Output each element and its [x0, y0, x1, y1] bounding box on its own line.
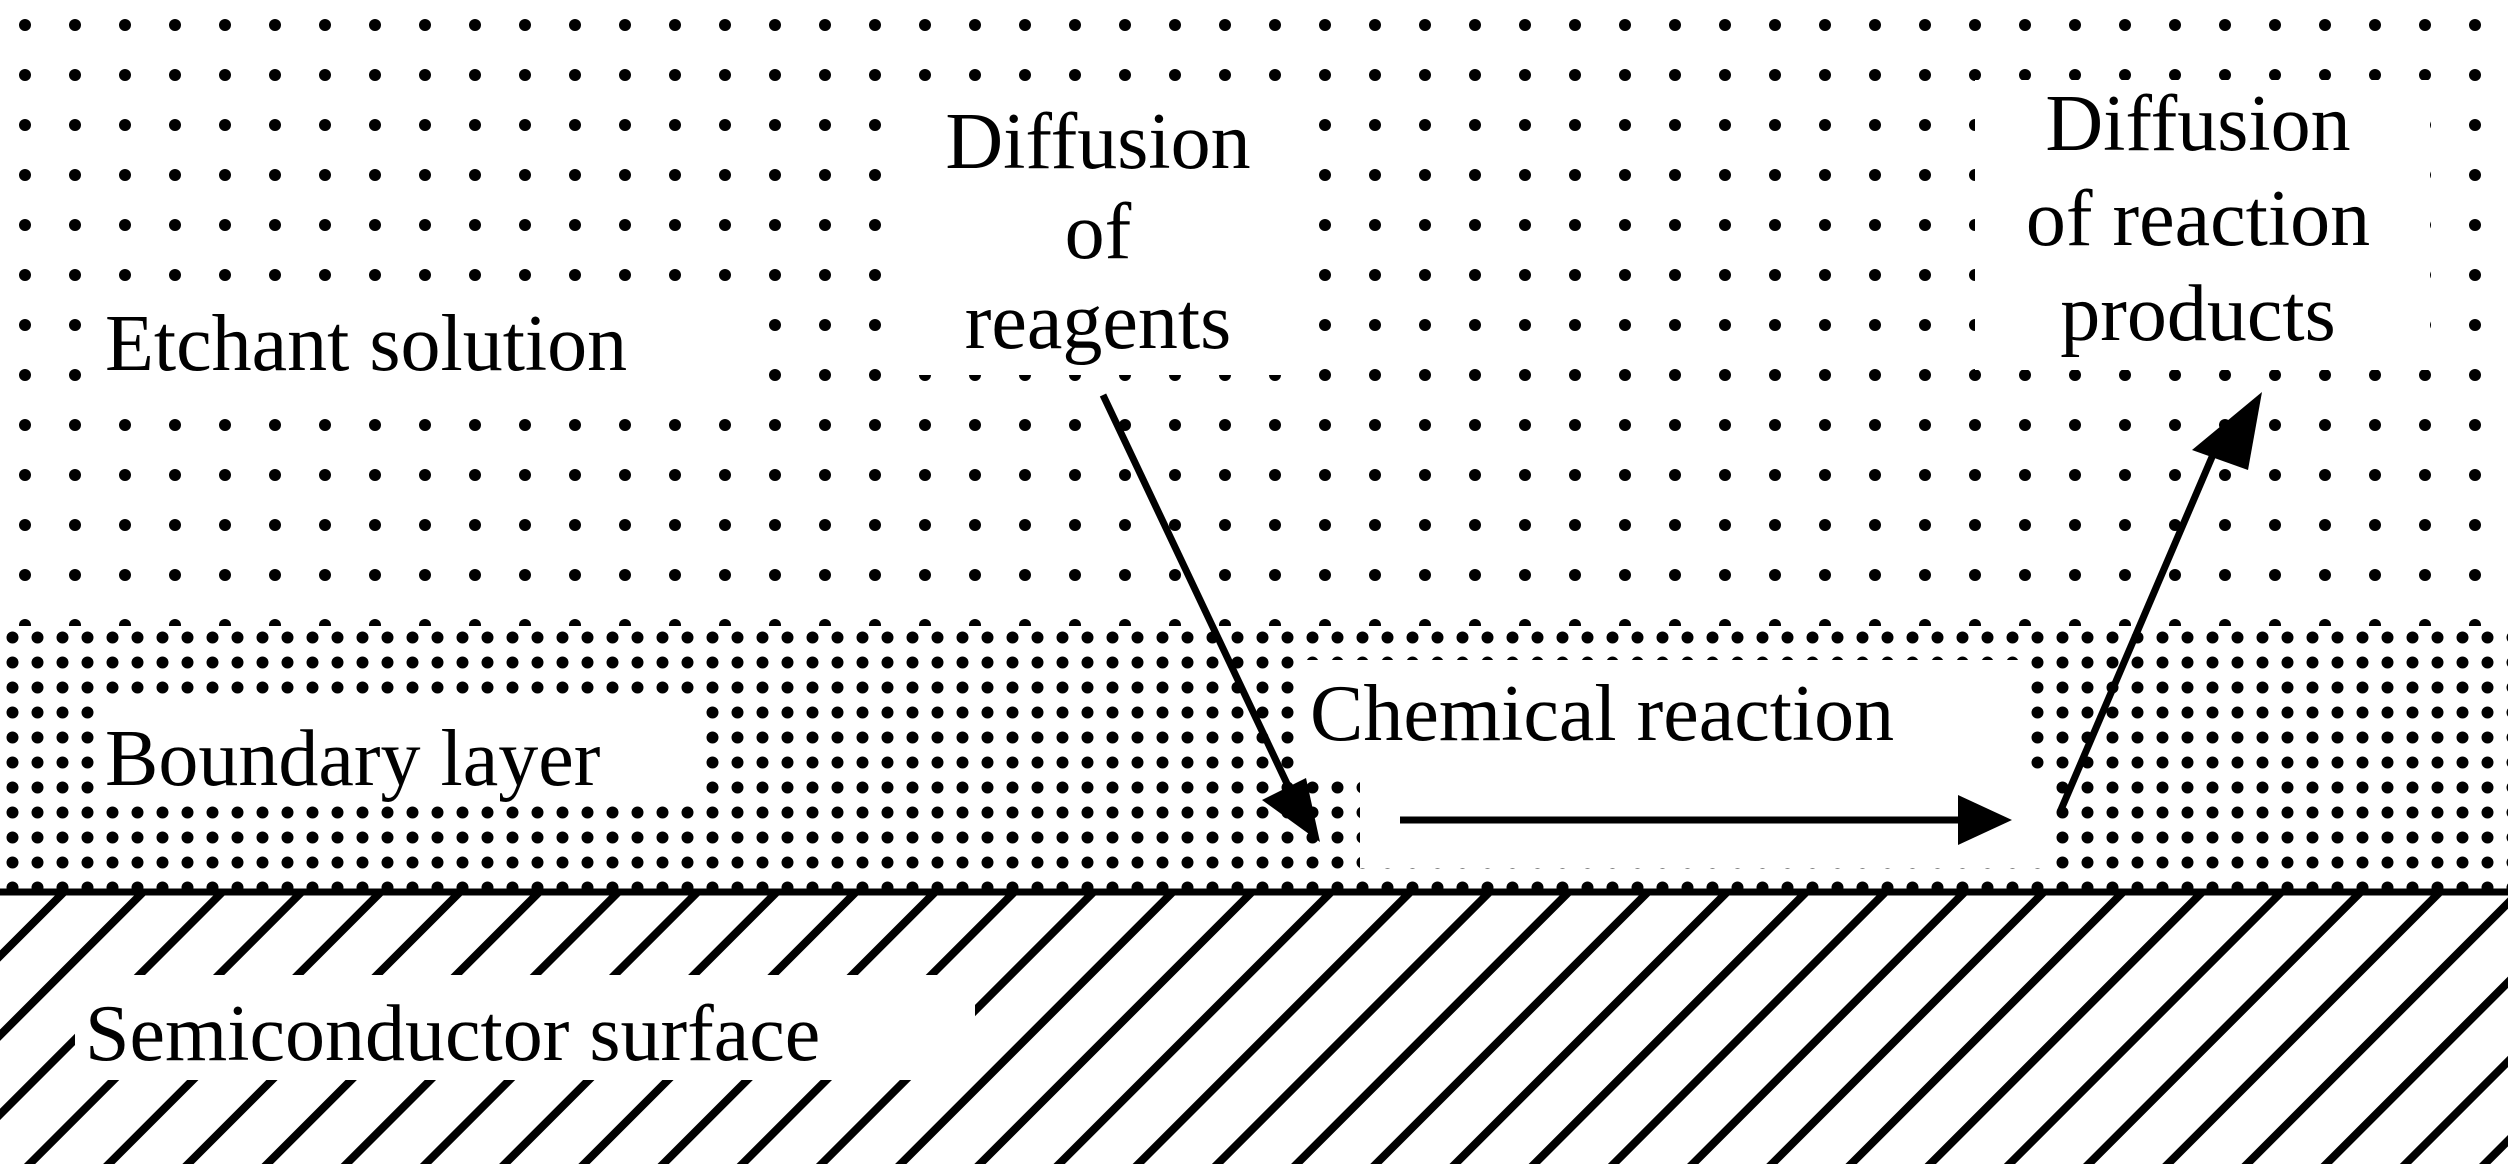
- reagents-arrow-shaft: [1099, 393, 1294, 792]
- reagents-label-line-2: of: [1065, 188, 1132, 276]
- products-arrow-shaft: [2056, 448, 2219, 814]
- reagents-label-backdrop: [905, 95, 1295, 375]
- boundary-label-backdrop: [95, 705, 695, 805]
- products-arrowhead: [2192, 392, 2262, 470]
- reagents-label-line-3: reagents: [965, 278, 1232, 366]
- chemical-reaction-label: Chemical reaction: [1310, 670, 1894, 758]
- products-label-line-2: of reaction: [2026, 175, 2370, 263]
- products-label-line-1: Diffusion: [2045, 80, 2350, 168]
- etchant-label-backdrop: [95, 290, 735, 390]
- reaction-arrowhead: [1958, 795, 2012, 845]
- semiconductor-surface-label: Semiconductor surface: [85, 990, 820, 1078]
- reaction-label-backdrop: [1300, 660, 2020, 770]
- surface-label-backdrop: [75, 975, 975, 1080]
- reagents-label-line-1: Diffusion: [945, 98, 1250, 186]
- products-label-line-3: products: [2060, 270, 2336, 358]
- reagents-arrowhead: [1262, 778, 1320, 842]
- products-label-backdrop: [1975, 80, 2430, 370]
- boundary-layer-label: Boundary layer: [105, 715, 600, 803]
- etchant-solution-label: Etchant solution: [105, 300, 627, 388]
